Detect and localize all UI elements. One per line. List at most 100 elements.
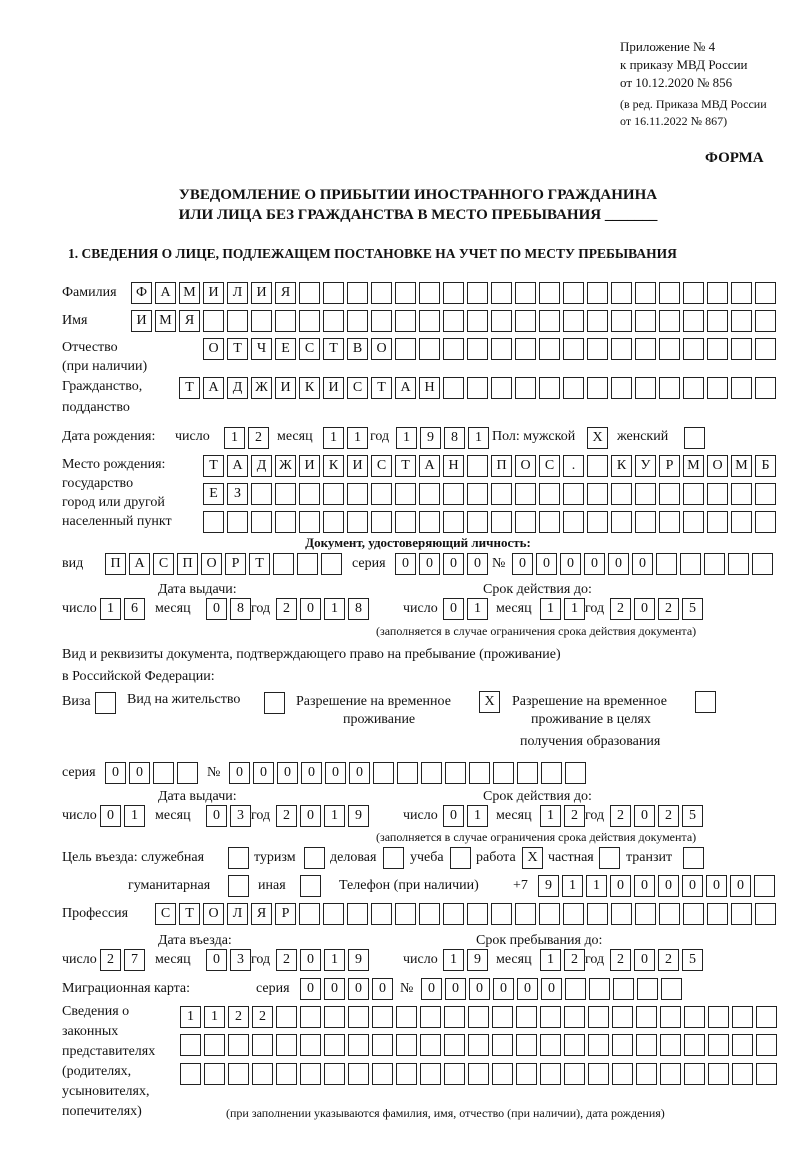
char-cell[interactable] [299,282,320,304]
char-cell[interactable]: 2 [276,949,297,971]
char-cell[interactable]: 3 [230,949,251,971]
char-cell[interactable] [707,338,728,360]
char-cell[interactable] [444,1034,465,1056]
char-cell[interactable]: М [179,282,200,304]
char-cell[interactable] [443,338,464,360]
char-cell[interactable]: С [347,377,368,399]
char-cell[interactable] [707,377,728,399]
char-cell[interactable]: 0 [443,553,464,575]
char-cell[interactable]: Ч [251,338,272,360]
char-cell[interactable]: К [611,455,632,477]
char-cell[interactable] [704,553,725,575]
char-cell[interactable] [683,847,704,869]
char-cell[interactable]: 0 [277,762,298,784]
char-cell[interactable]: 9 [467,949,488,971]
char-cell[interactable] [420,1006,441,1028]
char-cell[interactable]: Д [227,377,248,399]
char-cell[interactable] [756,1063,777,1085]
char-cell[interactable]: М [683,455,704,477]
char-cell[interactable] [540,1034,561,1056]
char-cell[interactable]: Я [179,310,200,332]
char-cell[interactable] [635,377,656,399]
char-cell[interactable] [683,310,704,332]
char-cell[interactable] [443,282,464,304]
char-cell[interactable] [299,903,320,925]
char-cell[interactable] [563,903,584,925]
char-cell[interactable]: 0 [253,762,274,784]
char-cell[interactable]: 5 [682,949,703,971]
char-cell[interactable] [683,282,704,304]
char-cell[interactable] [469,762,490,784]
char-cell[interactable] [636,1034,657,1056]
char-cell[interactable] [612,1006,633,1028]
char-cell[interactable]: 1 [100,598,121,620]
char-cell[interactable] [637,978,658,1000]
char-cell[interactable] [539,338,560,360]
char-cell[interactable] [347,310,368,332]
char-cell[interactable] [373,762,394,784]
char-cell[interactable]: 0 [610,875,631,897]
char-cell[interactable] [323,483,344,505]
char-cell[interactable]: 1 [224,427,245,449]
char-cell[interactable] [251,310,272,332]
char-cell[interactable]: А [227,455,248,477]
char-cell[interactable] [708,1034,729,1056]
char-cell[interactable]: 0 [325,762,346,784]
char-cell[interactable] [324,1034,345,1056]
char-cell[interactable] [635,282,656,304]
char-cell[interactable] [754,875,775,897]
char-cell[interactable] [273,553,294,575]
char-cell[interactable]: 0 [517,978,538,1000]
char-cell[interactable]: Т [249,553,270,575]
char-cell[interactable] [95,692,116,714]
char-cell[interactable] [419,282,440,304]
char-cell[interactable] [755,338,776,360]
char-cell[interactable] [563,338,584,360]
char-cell[interactable]: 2 [564,805,585,827]
char-cell[interactable]: 0 [206,805,227,827]
char-cell[interactable]: Ж [251,377,272,399]
char-cell[interactable]: 0 [372,978,393,1000]
char-cell[interactable] [635,903,656,925]
char-cell[interactable] [397,762,418,784]
char-cell[interactable] [324,1063,345,1085]
char-cell[interactable] [661,978,682,1000]
char-cell[interactable] [635,483,656,505]
char-cell[interactable]: И [299,455,320,477]
char-cell[interactable] [347,483,368,505]
char-cell[interactable]: А [129,553,150,575]
char-cell[interactable]: . [563,455,584,477]
char-cell[interactable]: О [201,553,222,575]
char-cell[interactable] [659,511,680,533]
char-cell[interactable]: 1 [468,427,489,449]
char-cell[interactable]: 0 [608,553,629,575]
char-cell[interactable] [755,483,776,505]
char-cell[interactable] [491,903,512,925]
char-cell[interactable]: 2 [228,1006,249,1028]
char-cell[interactable]: 0 [560,553,581,575]
char-cell[interactable] [204,1063,225,1085]
char-cell[interactable] [419,338,440,360]
char-cell[interactable] [656,553,677,575]
char-cell[interactable] [467,377,488,399]
char-cell[interactable]: 0 [706,875,727,897]
char-cell[interactable]: А [419,455,440,477]
char-cell[interactable] [515,338,536,360]
char-cell[interactable] [372,1006,393,1028]
char-cell[interactable]: Т [371,377,392,399]
char-cell[interactable] [492,1006,513,1028]
char-cell[interactable]: 0 [730,875,751,897]
char-cell[interactable]: 0 [469,978,490,1000]
char-cell[interactable] [755,511,776,533]
char-cell[interactable] [275,483,296,505]
char-cell[interactable] [587,338,608,360]
char-cell[interactable] [659,310,680,332]
char-cell[interactable] [153,762,174,784]
char-cell[interactable] [659,903,680,925]
char-cell[interactable] [635,338,656,360]
char-cell[interactable] [324,1006,345,1028]
char-cell[interactable] [732,1006,753,1028]
char-cell[interactable]: Д [251,455,272,477]
char-cell[interactable] [613,978,634,1000]
char-cell[interactable] [492,1063,513,1085]
